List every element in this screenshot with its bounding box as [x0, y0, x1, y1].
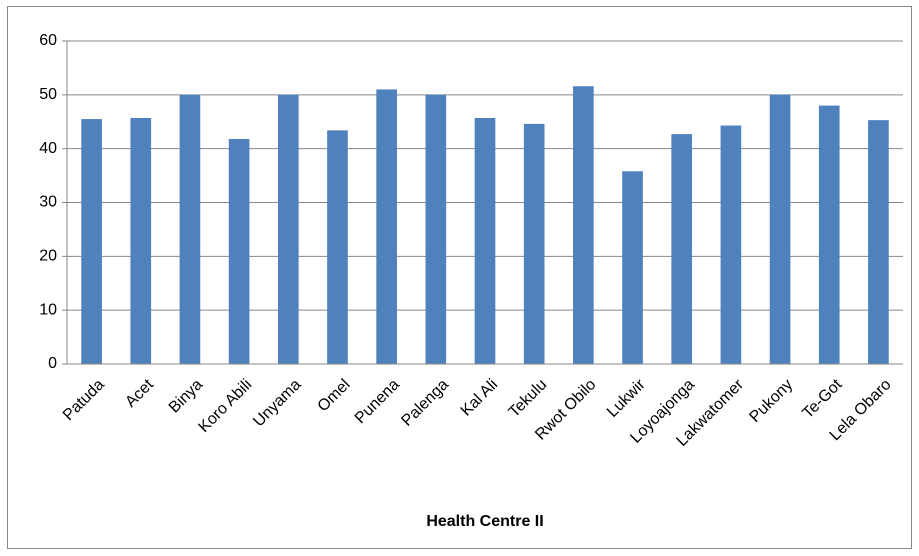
bar	[130, 117, 152, 365]
bar	[818, 105, 840, 364]
bar	[573, 86, 594, 364]
bar	[277, 94, 299, 364]
bar	[769, 94, 791, 364]
bar	[622, 171, 643, 364]
y-tick-label: 30	[39, 194, 57, 211]
chart-border	[7, 6, 912, 549]
bar	[81, 119, 102, 364]
bar	[671, 134, 693, 364]
y-tick-label: 60	[39, 32, 57, 49]
bar	[425, 94, 447, 364]
y-tick-label: 0	[48, 355, 57, 372]
bar	[228, 138, 250, 364]
bar	[868, 120, 889, 364]
bar	[720, 125, 742, 364]
bar	[179, 94, 201, 364]
bar	[327, 130, 348, 364]
y-tick-label: 40	[39, 140, 57, 157]
bar	[376, 89, 397, 364]
bar	[474, 117, 496, 365]
x-axis-title: Health Centre II	[426, 513, 543, 530]
y-tick-label: 20	[39, 248, 57, 265]
y-tick-label: 10	[39, 301, 57, 318]
bar	[523, 123, 545, 364]
y-tick-label: 50	[39, 86, 57, 103]
